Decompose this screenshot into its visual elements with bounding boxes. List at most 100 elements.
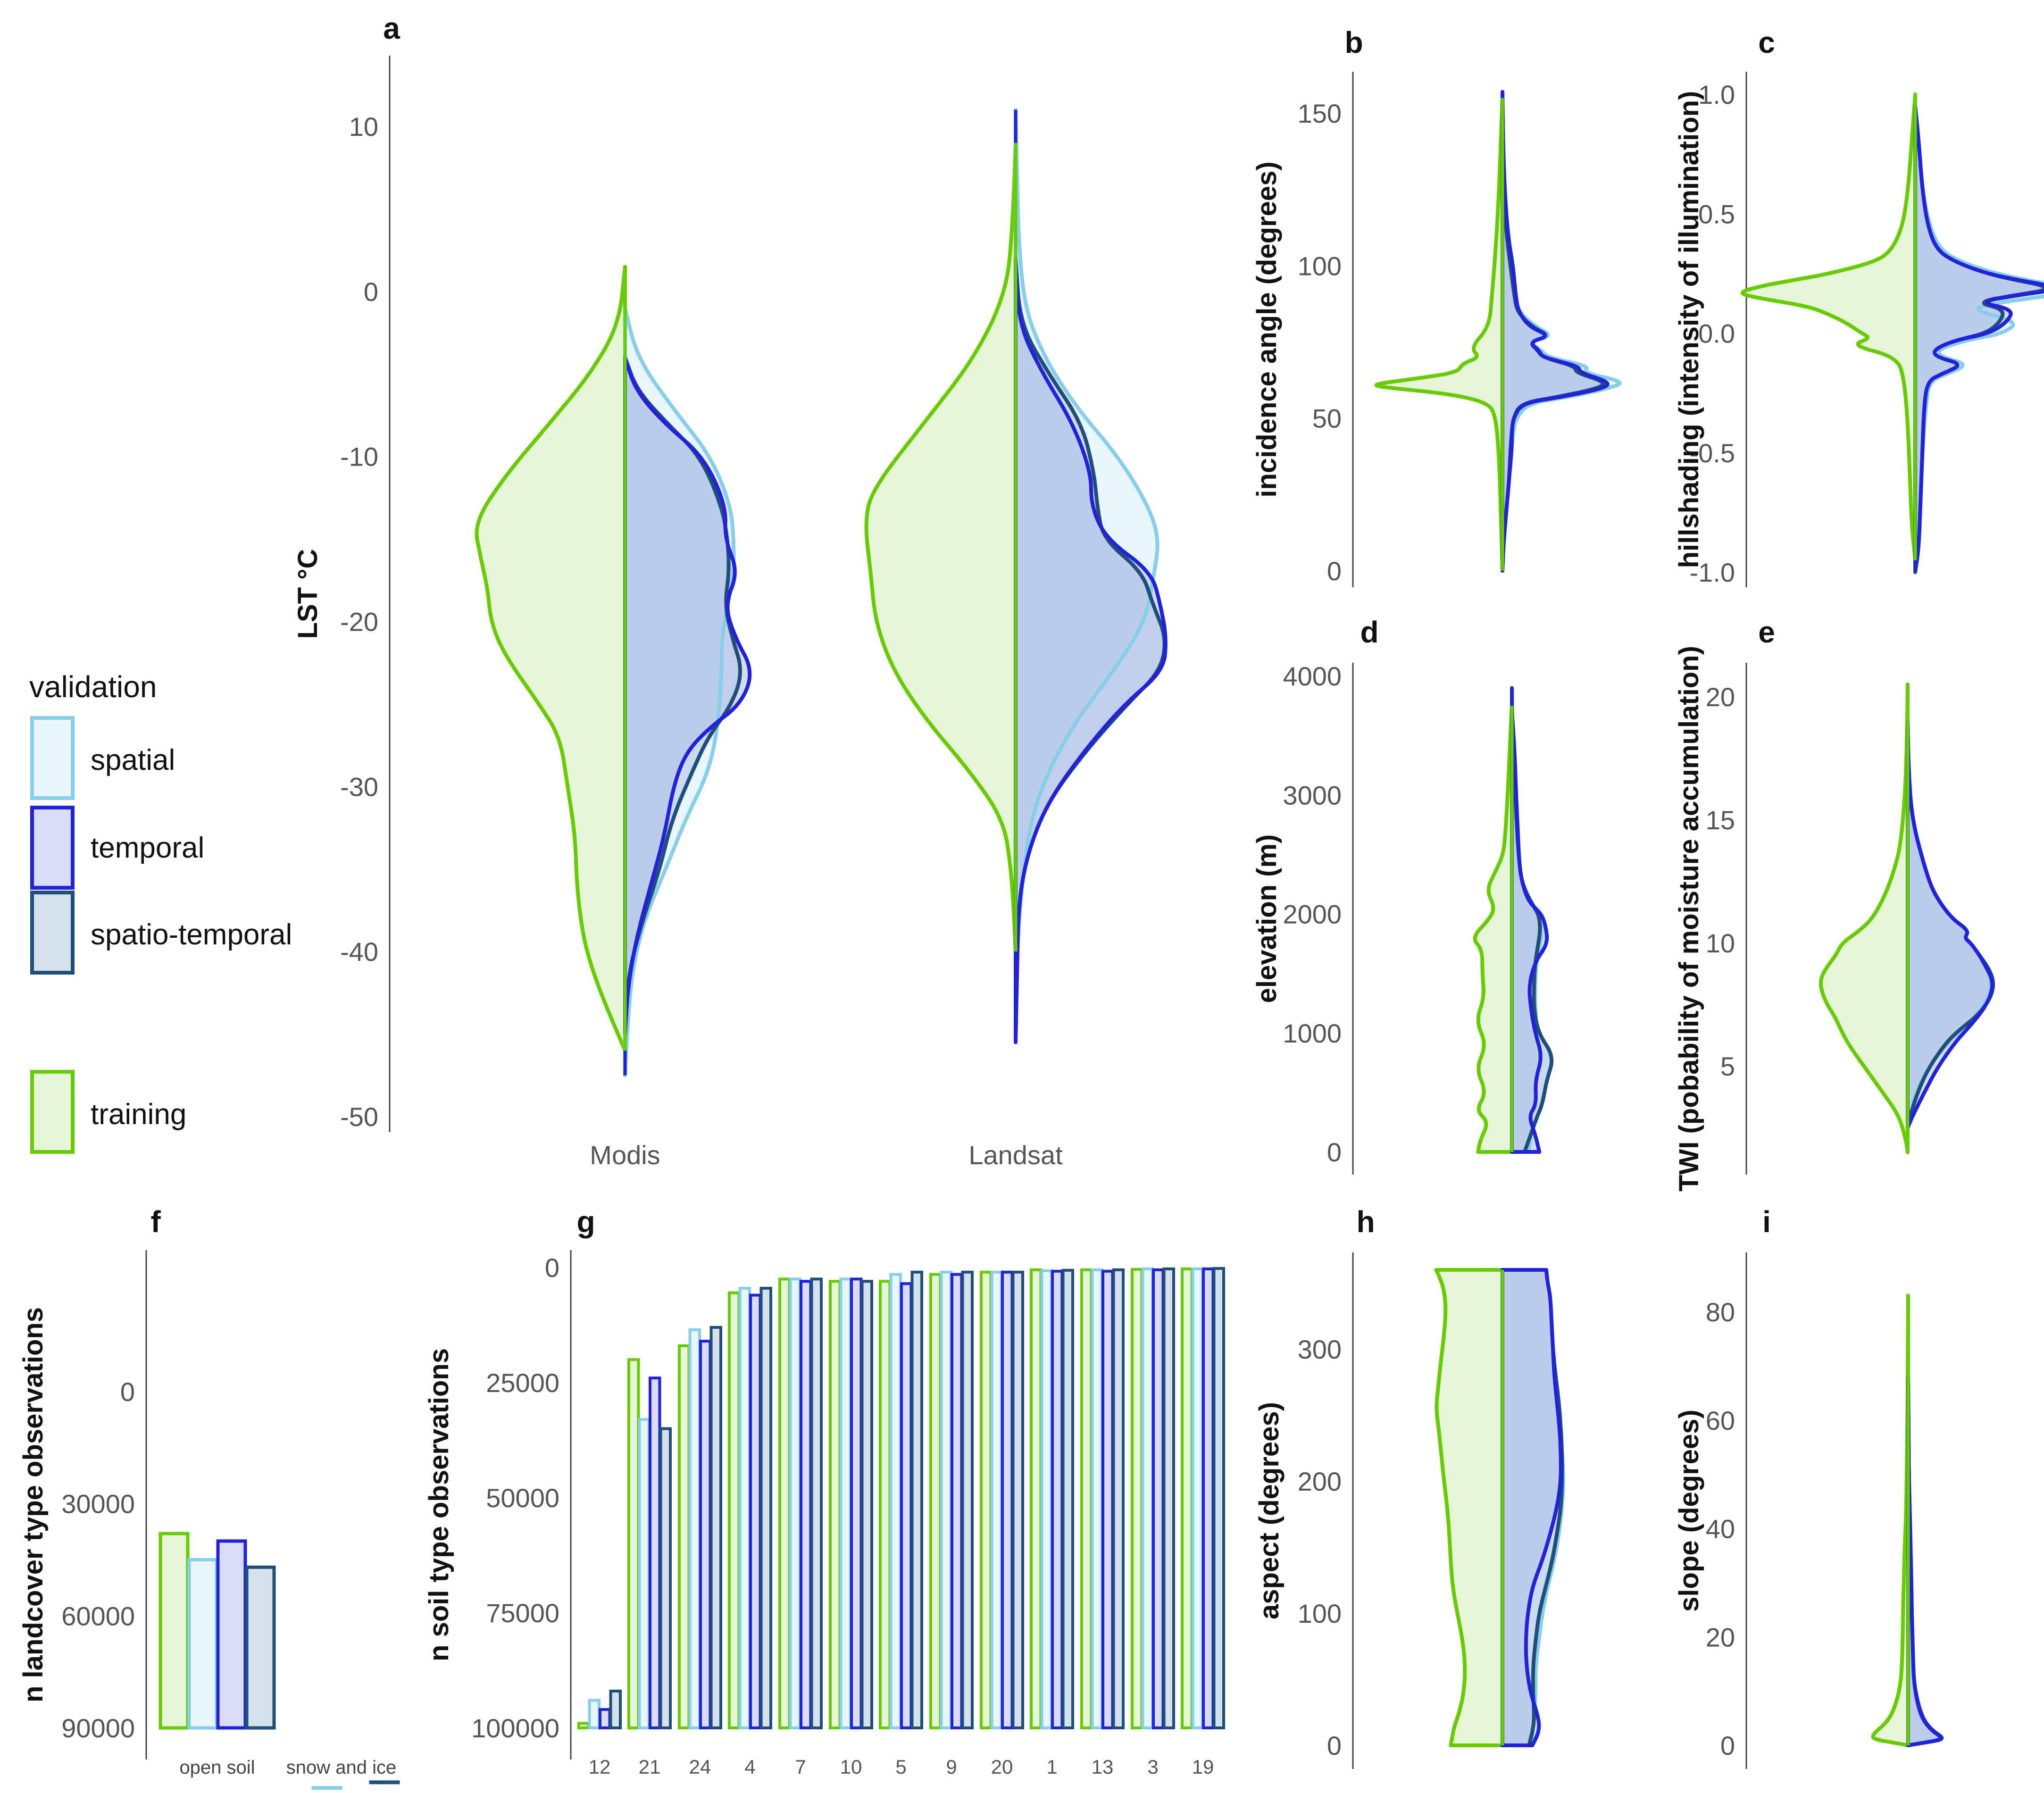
bar-training	[1181, 1267, 1193, 1729]
violin-training	[1434, 1268, 1504, 1747]
violin-fill-temporal	[1915, 106, 2044, 565]
bar-temporal	[216, 1539, 247, 1730]
panel-b: 150 100 50 0 b incidence angle (degrees)	[1251, 25, 1622, 587]
bar-training	[778, 1277, 791, 1729]
violin-outline-temporal	[1501, 90, 1610, 573]
bar-spatial	[990, 1270, 1003, 1729]
y-axis-title: aspect (degrees)	[1254, 1402, 1285, 1619]
panel-label-e: e	[1758, 615, 1775, 649]
legend-label-spatial: spatial	[91, 744, 175, 776]
violin-fill-temporal-landsat	[1016, 258, 1166, 1042]
panel-label-f: f	[150, 1205, 161, 1239]
y-tick-label: 300	[1298, 1334, 1342, 1364]
y-tick-label: 0	[545, 1253, 559, 1283]
y-tick-label: 1.0	[1698, 80, 1735, 109]
panel-d: 4000 3000 2000 1000 0 d elevation (m)	[1251, 615, 1554, 1175]
y-tick-label: 10	[1706, 928, 1735, 958]
y-tick-label: 200	[1298, 1467, 1342, 1496]
bar-temporal	[1001, 1270, 1014, 1729]
bar-training	[929, 1273, 942, 1729]
bar-temporal	[749, 1293, 762, 1730]
y-tick-label: 100000	[471, 1713, 559, 1743]
legend-label-training: training	[91, 1098, 186, 1131]
violin-outline-temporal-modis	[623, 355, 752, 1036]
bar-spatio-temporal	[245, 1565, 276, 1730]
bar-spatio-temporal	[659, 1427, 672, 1730]
legend-swatch-spatial	[30, 716, 75, 800]
y-tick-label: -30	[340, 772, 378, 801]
bar-spatio-temporal	[1162, 1267, 1175, 1729]
bar-spatio-temporal	[961, 1270, 974, 1729]
y-tick-label: 2000	[1283, 900, 1342, 929]
y-tick-label: 50000	[486, 1483, 559, 1513]
panel-label-d: d	[1360, 615, 1378, 649]
y-tick-label: 100	[1298, 1599, 1342, 1628]
bar-spatio-temporal	[609, 1689, 622, 1729]
bar-training	[879, 1280, 892, 1729]
y-axis-title: hillshading (intensity of illumination)	[1674, 91, 1704, 568]
y-tick-label: -0.5	[1690, 438, 1735, 468]
bar-spatio-temporal	[1212, 1267, 1225, 1729]
x-category-label: 4	[744, 1756, 755, 1778]
bar-temporal	[800, 1280, 812, 1729]
bar-temporal	[699, 1340, 712, 1729]
y-tick-label: 150	[1298, 99, 1342, 128]
panel-c: 1.0 0.5 0.0 -0.5 -1.0 c hillshading (intensity…	[1674, 25, 2044, 587]
y-tick-label: 25000	[486, 1368, 559, 1398]
y-tick-label: 90000	[61, 1713, 135, 1743]
y-axis-title: TWI (pobability of moisture accumulation…	[1674, 646, 1704, 1192]
x-category-label: 24	[689, 1756, 711, 1778]
x-category-label: 21	[639, 1756, 661, 1778]
legend-label-temporal: temporal	[91, 832, 204, 864]
bar-spatial	[1040, 1269, 1053, 1730]
violin-fill-temporal	[1512, 711, 1547, 1152]
bar-spatial	[738, 1286, 751, 1729]
legend-label-spatio-temporal: spatio-temporal	[91, 918, 292, 951]
bar-temporal	[1202, 1267, 1215, 1729]
bar-temporal	[850, 1277, 863, 1729]
violin-training-modis	[475, 265, 627, 1053]
bar-spatio-temporal	[369, 1780, 400, 1785]
bar-training	[980, 1270, 993, 1729]
bar-spatial	[889, 1273, 902, 1729]
y-tick-label: 0	[364, 277, 378, 307]
y-tick-label: -1.0	[1690, 558, 1735, 587]
panel-e: 20 15 10 5 e TWI (pobability of moisture accu…	[1674, 615, 1995, 1192]
panel-a: 10 0 -10 -20 -30 -40 -50 a LST °C Modis Landsat	[292, 11, 1168, 1170]
y-tick-label: 100	[1298, 251, 1342, 281]
legend-swatch-spatio-temporal	[30, 891, 75, 975]
violin-outline-spatial-landsat	[1014, 108, 1160, 1003]
legend-swatch-training	[30, 1070, 75, 1154]
y-tick-label: 60	[1706, 1406, 1735, 1435]
y-tick-label: -20	[340, 607, 378, 637]
violin-outline-temporal	[1913, 104, 2044, 567]
violin-fill-temporal	[1502, 1270, 1561, 1745]
panel-label-h: h	[1356, 1205, 1375, 1239]
bar-training	[1080, 1268, 1093, 1729]
bar-temporal	[1051, 1269, 1064, 1730]
panel-label-g: g	[576, 1205, 595, 1239]
bar-spatio-temporal	[1112, 1268, 1125, 1729]
bar-training	[627, 1358, 640, 1729]
y-tick-label: -10	[340, 442, 378, 472]
bar-spatial	[187, 1558, 218, 1730]
bar-spatial	[588, 1699, 601, 1729]
violin-outline-temporal-landsat	[1014, 256, 1168, 1044]
y-tick-label: 0	[1327, 1137, 1342, 1167]
bar-spatio-temporal	[1011, 1270, 1024, 1729]
bar-training	[1131, 1268, 1143, 1730]
x-category-label: 5	[895, 1756, 906, 1778]
y-tick-label: 5	[1720, 1051, 1735, 1081]
bar-spatio-temporal	[709, 1326, 722, 1729]
violin-fill-temporal	[1502, 92, 1608, 571]
legend: validation spatial temporal spatio-tempo…	[29, 670, 292, 1154]
bar-spatial	[688, 1328, 701, 1729]
x-category-label: Landsat	[968, 1140, 1063, 1170]
bar-temporal	[649, 1376, 661, 1729]
bar-temporal	[951, 1273, 963, 1729]
y-tick-label: 0.0	[1698, 319, 1735, 349]
x-category-label: 12	[589, 1756, 611, 1778]
y-axis-title: n soil type observations	[424, 1348, 454, 1661]
